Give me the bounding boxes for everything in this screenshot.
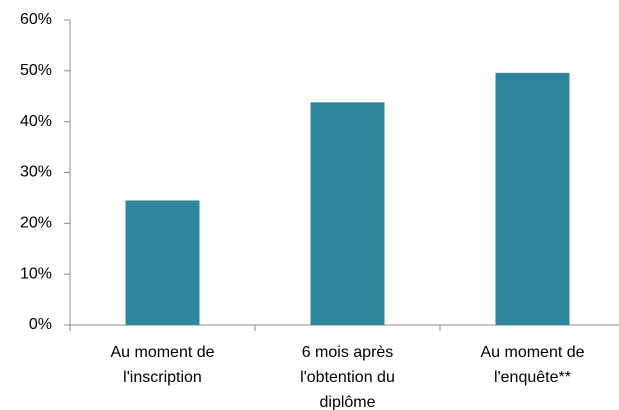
x-tick-label: 6 mois après l'obtention du diplôme <box>300 344 395 410</box>
y-tick-label: 10% <box>20 265 52 282</box>
y-tick-label: 60% <box>20 11 52 28</box>
y-tick-label: 40% <box>20 113 52 130</box>
x-tick-label: Au moment de l'inscription <box>110 344 215 386</box>
y-tick-label: 30% <box>20 164 52 181</box>
y-tick-label: 20% <box>20 215 52 232</box>
y-tick-label: 50% <box>20 62 52 79</box>
y-tick-label: 0% <box>29 316 52 333</box>
bar <box>310 102 385 325</box>
bar <box>125 200 200 325</box>
bar <box>495 72 570 325</box>
x-tick-label: Au moment de l'enquête** <box>480 344 585 386</box>
